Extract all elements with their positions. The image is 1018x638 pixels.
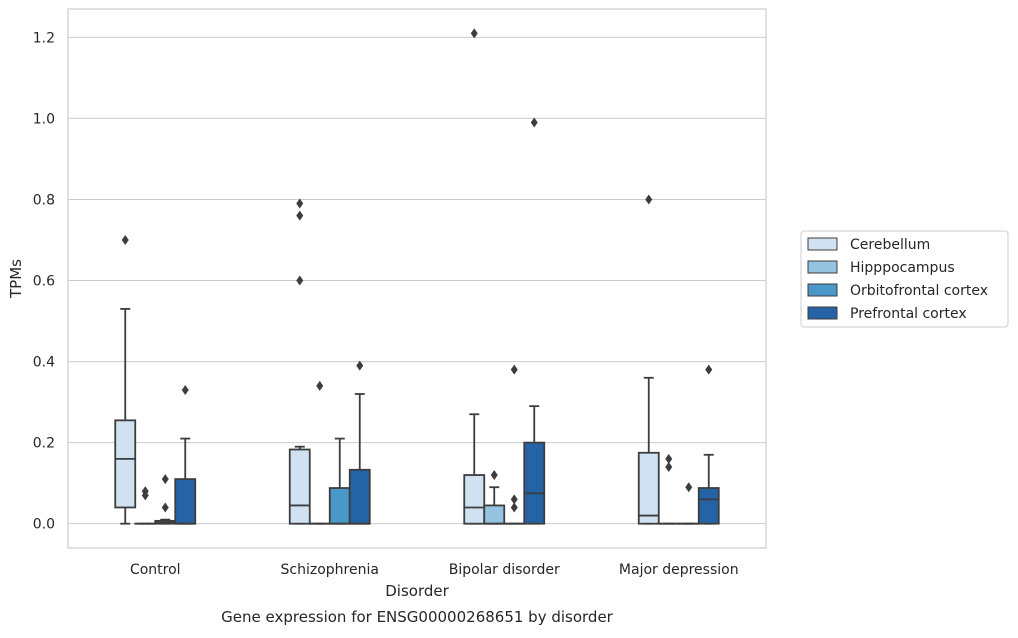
box — [524, 443, 544, 524]
outlier-point — [665, 462, 672, 472]
legend-swatch — [808, 284, 837, 296]
legend-label: Cerebellum — [850, 237, 930, 253]
box — [115, 420, 135, 507]
outlier-point — [122, 235, 129, 245]
outlier-point — [471, 28, 478, 38]
y-tick-label: 1.2 — [33, 30, 55, 46]
x-tick-label: Bipolar disorder — [449, 562, 560, 578]
x-tick-label: Control — [130, 562, 181, 578]
box — [290, 450, 310, 524]
outlier-point — [685, 482, 692, 492]
box — [484, 505, 504, 523]
outlier-point — [705, 365, 712, 375]
box — [175, 479, 195, 524]
legend-label: Prefrontal cortex — [850, 306, 967, 322]
boxes-group — [122, 28, 713, 512]
legend-label: Hipppocampus — [850, 260, 955, 276]
chart-caption: Gene expression for ENSG00000268651 by d… — [221, 608, 614, 626]
outlier-point — [296, 199, 303, 209]
outlier-point — [511, 365, 518, 375]
legend-swatch — [808, 238, 837, 250]
outlier-point — [162, 502, 169, 512]
outlier-point — [491, 470, 498, 480]
x-axis-label: Disorder — [385, 582, 449, 600]
outlier-point — [531, 117, 538, 127]
legend-swatch — [808, 261, 837, 273]
legend-label: Orbitofrontal cortex — [850, 283, 988, 299]
y-axis-label: TPMs — [7, 259, 25, 299]
x-tick-label: Schizophrenia — [281, 562, 379, 578]
outlier-point — [316, 381, 323, 391]
box — [464, 475, 484, 524]
box — [350, 470, 370, 524]
outlier-point — [296, 276, 303, 286]
outlier-point — [645, 194, 652, 204]
plot-frame — [68, 9, 766, 548]
outlier-point — [162, 474, 169, 484]
legend-swatch — [808, 307, 837, 319]
box — [639, 453, 659, 524]
box — [330, 488, 350, 524]
box — [699, 488, 719, 524]
y-tick-label: 0.4 — [33, 355, 55, 371]
legend: Cerebellum Hipppocampus Orbitofrontal cort… — [801, 231, 1008, 327]
y-tick-label: 0.0 — [33, 517, 55, 533]
y-tick-label: 0.2 — [33, 436, 55, 452]
outlier-point — [356, 361, 363, 371]
outlier-point — [296, 211, 303, 221]
outlier-point — [182, 385, 189, 395]
outlier-point — [511, 502, 518, 512]
y-tick-label: 0.8 — [33, 192, 55, 208]
x-tick-label: Major depression — [619, 562, 739, 578]
y-tick-label: 1.0 — [33, 111, 55, 127]
y-tick-label: 0.6 — [33, 274, 55, 290]
